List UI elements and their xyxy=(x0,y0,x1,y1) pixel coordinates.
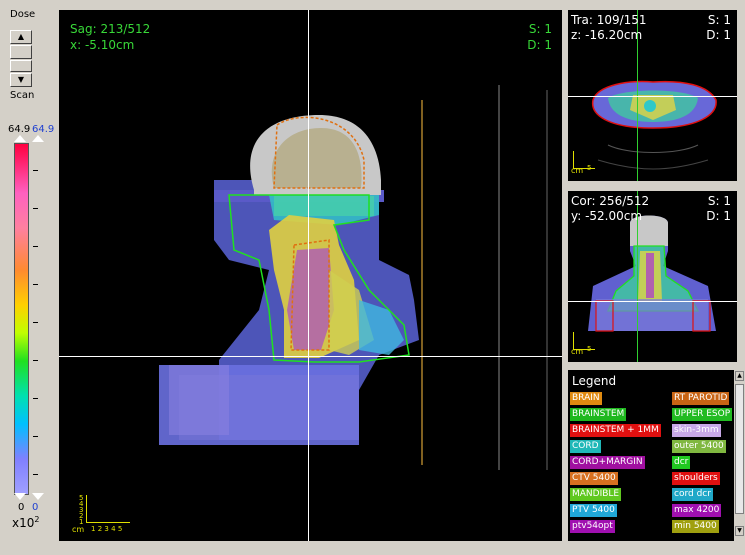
slider-track[interactable] xyxy=(10,60,32,72)
scale-tick xyxy=(33,436,38,437)
multiplier-base: x10 xyxy=(12,516,35,530)
transverse-image xyxy=(591,80,717,170)
scale-tick xyxy=(33,208,38,209)
sagittal-image xyxy=(159,85,548,470)
legend-scroll-thumb[interactable] xyxy=(735,384,744,514)
coronal-view[interactable]: Cor: 256/512 y: -52.00cm S: 1 D: 1 cm 5 xyxy=(568,191,737,362)
transverse-s-label: S: 1 xyxy=(707,13,731,27)
coronal-position-label: y: -52.00cm xyxy=(571,209,643,223)
sagittal-position-label: x: -5.10cm xyxy=(70,38,135,52)
crosshair-horizontal[interactable] xyxy=(59,356,562,357)
transverse-ruler-tick: 5 xyxy=(587,164,592,172)
coronal-d-label: D: 1 xyxy=(706,209,731,223)
scale-tick xyxy=(33,322,38,323)
scroll-up-button[interactable]: ▲ xyxy=(10,30,32,44)
scale-tick xyxy=(33,398,38,399)
legend-item[interactable]: BRAINSTEM + 1MM xyxy=(570,424,661,437)
scale-tick xyxy=(33,170,38,171)
coronal-ruler: cm 5 xyxy=(571,332,601,358)
dose-label: Dose xyxy=(10,9,36,20)
legend-item[interactable]: RT PAROTID xyxy=(672,392,730,405)
coronal-crosshair-horizontal[interactable] xyxy=(568,301,737,302)
legend-title: Legend xyxy=(572,374,617,388)
transverse-ruler: cm 5 xyxy=(571,151,601,177)
scale-tick xyxy=(33,474,38,475)
min-marker-alt-icon[interactable] xyxy=(32,493,44,500)
legend-scroll-down-icon[interactable]: ▼ xyxy=(735,526,744,536)
ruler-x-ticks: 1 2 3 4 5 xyxy=(91,525,123,533)
coronal-slice-label: Cor: 256/512 xyxy=(571,194,650,208)
transverse-crosshair-horizontal[interactable] xyxy=(568,96,737,97)
sagittal-s-label: S: 1 xyxy=(528,22,552,36)
transverse-position-label: z: -16.20cm xyxy=(571,28,643,42)
ruler-unit: cm xyxy=(72,525,85,534)
legend-item[interactable]: MANDIBLE xyxy=(570,488,622,501)
multiplier-exponent: 2 xyxy=(34,515,40,524)
dose-min-value: 0 xyxy=(18,502,25,513)
transverse-view[interactable]: Tra: 109/151 z: -16.20cm S: 1 D: 1 cm 5 xyxy=(568,10,737,181)
legend-item[interactable]: cord dcr xyxy=(672,488,713,501)
slider-thumb[interactable] xyxy=(10,45,32,59)
transverse-slice-label: Tra: 109/151 xyxy=(571,13,647,27)
legend-item[interactable]: CORD xyxy=(570,440,601,453)
legend-item[interactable]: BRAIN xyxy=(570,392,602,405)
legend-item[interactable]: skin-3mm xyxy=(672,424,721,437)
sagittal-slice-label: Sag: 213/512 xyxy=(70,22,151,36)
dose-min-value-alt: 0 xyxy=(32,502,39,513)
legend-panel: Legend BRAIN RT PAROTID BRAINSTEM UPPER ESO… xyxy=(568,370,745,541)
sagittal-d-label: D: 1 xyxy=(527,38,552,52)
crosshair-vertical[interactable] xyxy=(308,10,309,541)
scale-tick xyxy=(33,246,38,247)
legend-item[interactable]: CTV 5400 xyxy=(570,472,618,485)
triangle-down-icon: ▼ xyxy=(17,75,25,84)
scale-tick xyxy=(33,360,38,361)
transverse-d-label: D: 1 xyxy=(706,28,731,42)
coronal-image xyxy=(588,215,716,332)
legend-item[interactable]: ptv54opt xyxy=(570,520,615,533)
legend-scrollbar[interactable]: ▲ ▼ xyxy=(734,370,745,541)
coronal-s-label: S: 1 xyxy=(707,194,731,208)
dose-max-value-alt: 64.9 xyxy=(32,124,55,135)
max-marker-icon[interactable] xyxy=(14,135,26,142)
coronal-ruler-unit: cm xyxy=(571,347,584,356)
legend-item[interactable]: shoulders xyxy=(672,472,720,485)
legend-scroll-up-icon[interactable]: ▲ xyxy=(735,371,744,381)
legend-item[interactable]: outer 5400 xyxy=(672,440,726,453)
transverse-crosshair-vertical[interactable] xyxy=(637,10,638,181)
dose-multiplier: x102 xyxy=(12,515,39,530)
legend-item[interactable]: min 5400 xyxy=(672,520,719,533)
max-marker-alt-icon[interactable] xyxy=(32,135,44,142)
scroll-down-button[interactable]: ▼ xyxy=(10,73,32,87)
legend-item[interactable]: PTV 5400 xyxy=(570,504,617,517)
legend-item[interactable]: dcr xyxy=(672,456,691,469)
legend-item[interactable]: UPPER ESOP xyxy=(672,408,733,421)
scale-tick xyxy=(33,284,38,285)
legend-item[interactable]: CORD+MARGIN xyxy=(570,456,645,469)
min-marker-icon[interactable] xyxy=(14,493,26,500)
triangle-up-icon: ▲ xyxy=(17,32,25,41)
transverse-ruler-unit: cm xyxy=(571,166,584,175)
coronal-ruler-tick: 5 xyxy=(587,345,592,353)
dose-max-value: 64.9 xyxy=(8,124,31,135)
legend-item[interactable]: max 4200 xyxy=(672,504,722,517)
scan-label: Scan xyxy=(10,90,35,101)
coronal-crosshair-vertical[interactable] xyxy=(637,191,638,362)
dose-color-scale[interactable] xyxy=(14,143,29,495)
legend-item[interactable]: BRAINSTEM xyxy=(570,408,627,421)
